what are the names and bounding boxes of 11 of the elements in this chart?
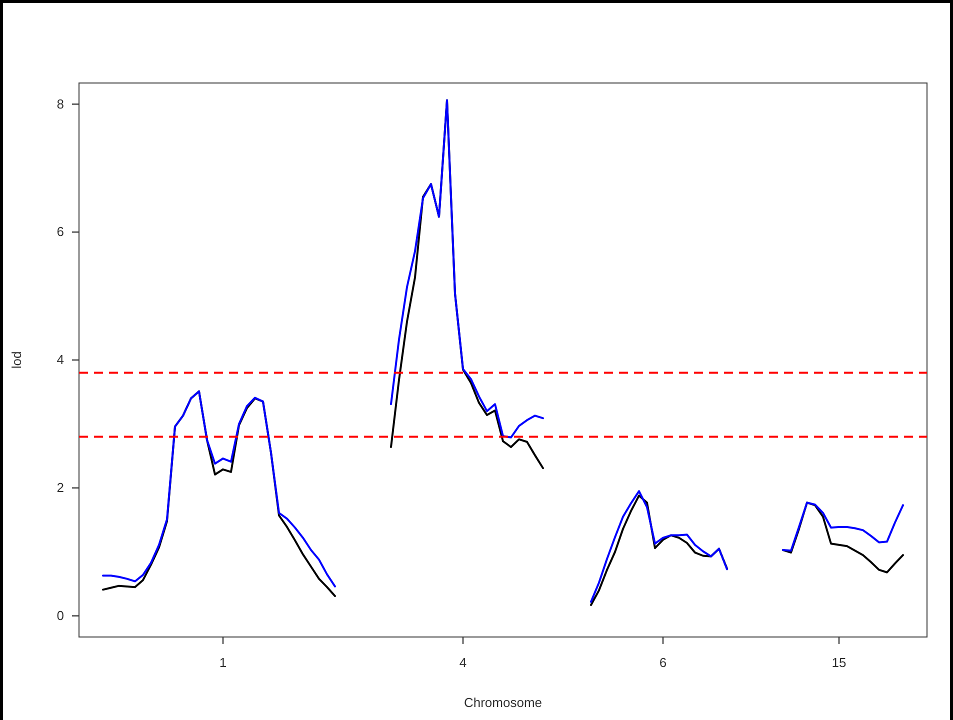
x-tick-label: 4 <box>459 655 467 670</box>
x-tick-label: 1 <box>219 655 227 670</box>
x-tick-label: 15 <box>832 655 846 670</box>
y-tick-label: 4 <box>56 352 64 368</box>
y-tick-label: 6 <box>56 224 64 240</box>
y-axis-title: lod <box>9 351 24 369</box>
y-tick-label: 0 <box>56 608 64 624</box>
x-tick-label: 6 <box>659 655 667 670</box>
y-tick-label: 2 <box>56 480 64 496</box>
y-tick-label: 8 <box>56 96 64 112</box>
x-axis-title: Chromosome <box>464 695 542 710</box>
